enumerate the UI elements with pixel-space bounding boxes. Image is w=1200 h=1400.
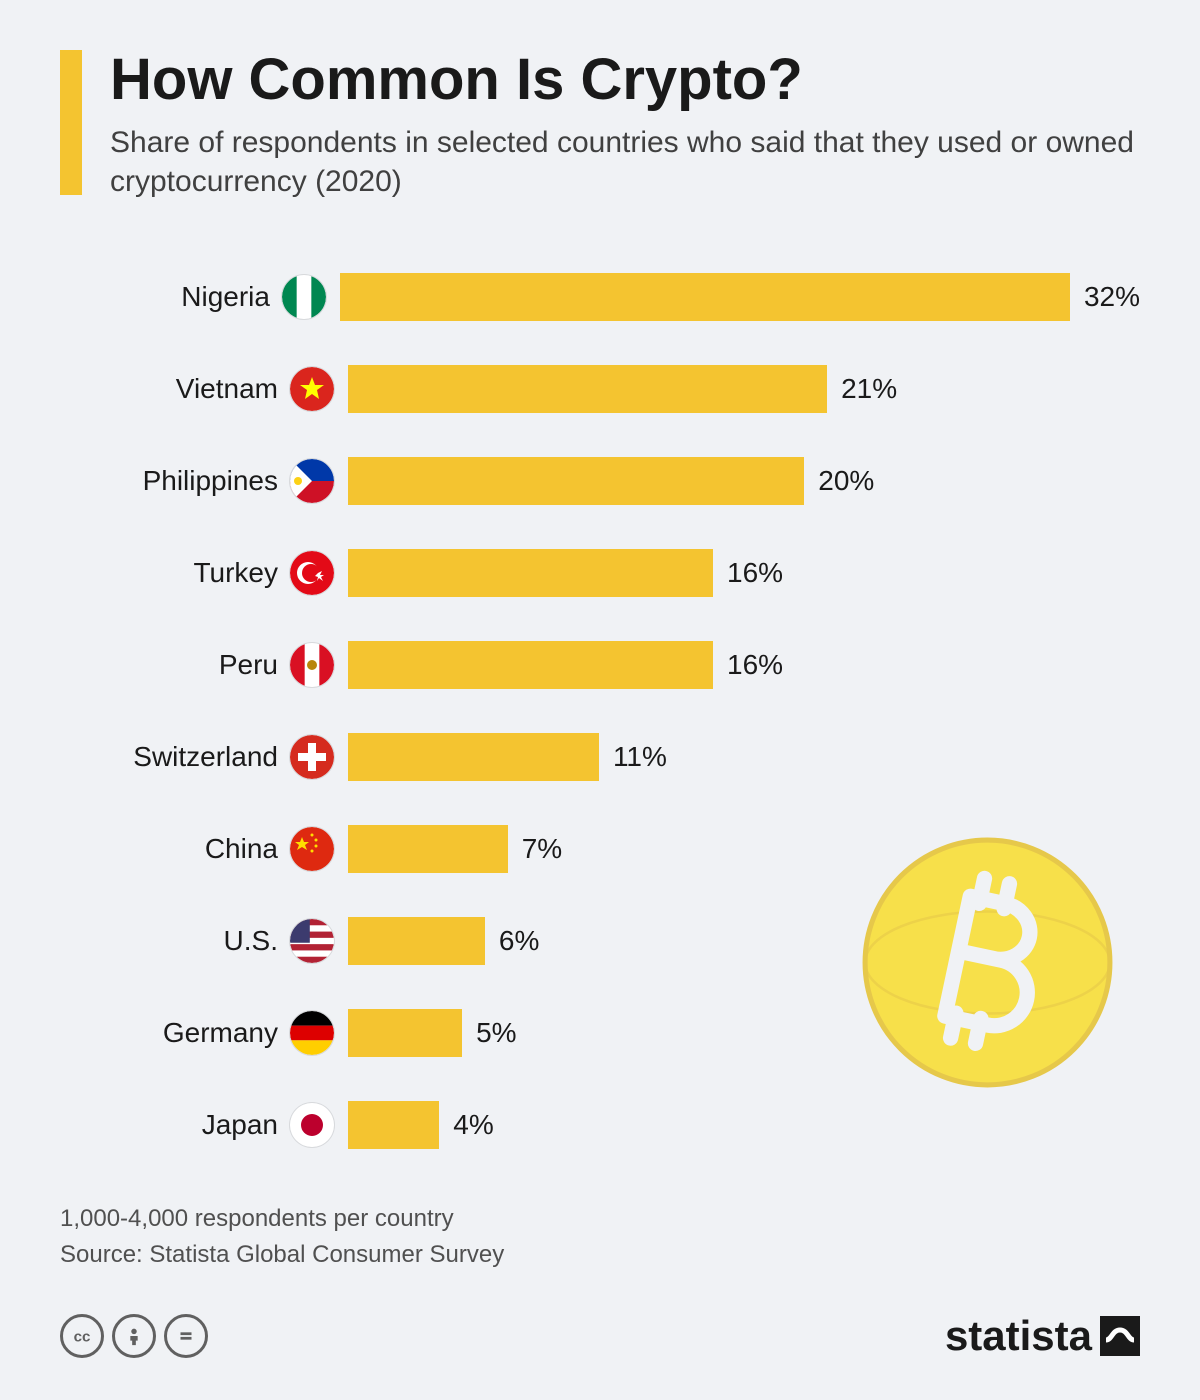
- country-label: Turkey: [60, 557, 290, 589]
- bar: [348, 641, 713, 689]
- flag-icon-switzerland: [290, 735, 334, 779]
- bar-value: 21%: [841, 373, 897, 405]
- bar: [348, 917, 485, 965]
- bar-area: 21%: [348, 365, 1140, 413]
- chart-subtitle: Share of respondents in selected countri…: [110, 123, 1140, 201]
- bar-area: 11%: [348, 733, 1140, 781]
- flag-icon-us: [290, 919, 334, 963]
- header-text: How Common Is Crypto? Share of responden…: [110, 50, 1140, 201]
- footnote: 1,000-4,000 respondents per country Sour…: [60, 1201, 1140, 1273]
- bar-area: 4%: [348, 1101, 1140, 1149]
- footnote-source: Source: Statista Global Consumer Survey: [60, 1237, 1140, 1273]
- country-label: Peru: [60, 649, 290, 681]
- bar-value: 7%: [522, 833, 562, 865]
- country-label: Germany: [60, 1017, 290, 1049]
- bar-area: 20%: [348, 457, 1140, 505]
- bar-row: Turkey 16%: [60, 527, 1140, 619]
- country-label: Vietnam: [60, 373, 290, 405]
- bar: [340, 273, 1070, 321]
- flag-icon-vietnam: [290, 367, 334, 411]
- bar: [348, 549, 713, 597]
- header: How Common Is Crypto? Share of responden…: [60, 50, 1140, 201]
- accent-bar: [60, 50, 82, 195]
- svg-text:cc: cc: [74, 1328, 91, 1345]
- bar-value: 5%: [476, 1017, 516, 1049]
- country-label: Nigeria: [60, 281, 282, 313]
- flag-icon-japan: [290, 1103, 334, 1147]
- country-label: U.S.: [60, 925, 290, 957]
- bar: [348, 365, 827, 413]
- statista-brand: statista: [945, 1312, 1140, 1360]
- bar-row: Japan 4%: [60, 1079, 1140, 1171]
- cc-license-icons: cc: [60, 1314, 208, 1358]
- nd-icon: [164, 1314, 208, 1358]
- bar-area: 32%: [340, 273, 1140, 321]
- bar-row: Philippines 20%: [60, 435, 1140, 527]
- footer: cc statista: [60, 1312, 1140, 1360]
- bar: [348, 825, 508, 873]
- bar-value: 4%: [453, 1109, 493, 1141]
- country-label: Philippines: [60, 465, 290, 497]
- statista-logo-icon: [1100, 1316, 1140, 1356]
- bar-value: 20%: [818, 465, 874, 497]
- bar-value: 32%: [1084, 281, 1140, 313]
- bar: [348, 1101, 439, 1149]
- bar-value: 11%: [613, 741, 667, 773]
- flag-icon-peru: [290, 643, 334, 687]
- bar: [348, 457, 804, 505]
- bar-row: Peru 16%: [60, 619, 1140, 711]
- flag-icon-turkey: [290, 551, 334, 595]
- brand-label: statista: [945, 1312, 1092, 1360]
- footnote-respondents: 1,000-4,000 respondents per country: [60, 1201, 1140, 1237]
- flag-icon-china: [290, 827, 334, 871]
- country-label: Japan: [60, 1109, 290, 1141]
- bar-value: 16%: [727, 557, 783, 589]
- flag-icon-germany: [290, 1011, 334, 1055]
- bar: [348, 1009, 462, 1057]
- bar-row: Nigeria 32%: [60, 251, 1140, 343]
- bar-area: 16%: [348, 549, 1140, 597]
- bar: [348, 733, 599, 781]
- bitcoin-icon: [860, 835, 1115, 1090]
- by-icon: [112, 1314, 156, 1358]
- bar-value: 6%: [499, 925, 539, 957]
- country-label: China: [60, 833, 290, 865]
- bar-value: 16%: [727, 649, 783, 681]
- flag-icon-philippines: [290, 459, 334, 503]
- cc-icon: cc: [60, 1314, 104, 1358]
- chart-title: How Common Is Crypto?: [110, 50, 1140, 111]
- country-label: Switzerland: [60, 741, 290, 773]
- bar-row: Switzerland 11%: [60, 711, 1140, 803]
- flag-icon-nigeria: [282, 275, 326, 319]
- bar-row: Vietnam 21%: [60, 343, 1140, 435]
- bar-area: 16%: [348, 641, 1140, 689]
